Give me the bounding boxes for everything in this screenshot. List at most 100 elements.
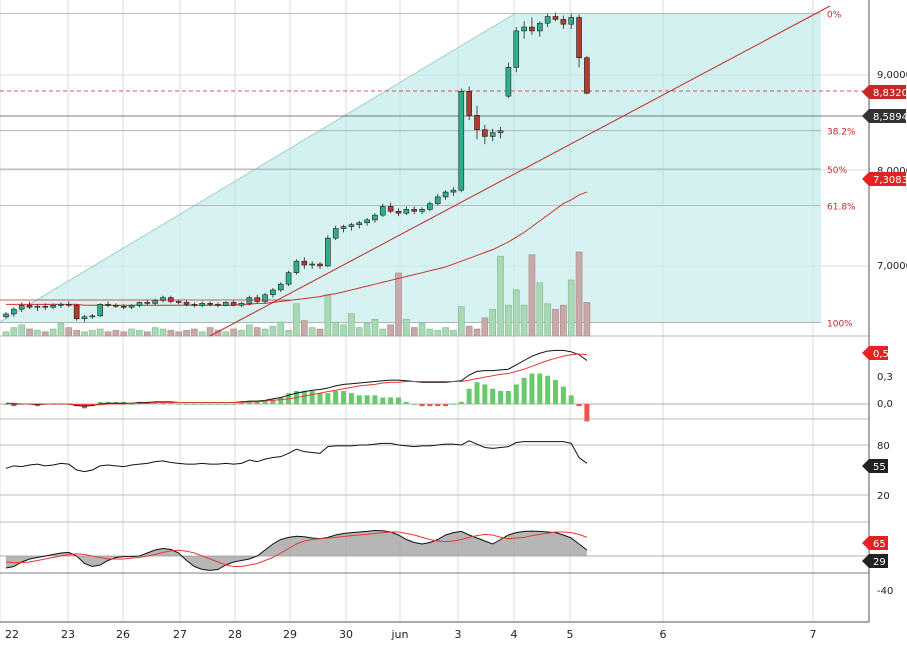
candle-body (89, 315, 96, 318)
candle-body (191, 304, 198, 306)
volume-bar (457, 306, 465, 337)
volume-bar (497, 255, 504, 337)
fibonacci-fan: 0% 38.2% 50% 61.8% 100% (0, 11, 869, 330)
macd-histogram-bar (278, 397, 284, 404)
x-axis-label: 23 (61, 628, 75, 641)
candle-body (536, 22, 543, 32)
macd-histogram-bar (529, 373, 535, 404)
macd-histogram-bar (348, 393, 354, 404)
rsi-line (5, 440, 588, 473)
volume-bar (520, 304, 528, 337)
volume-bar (371, 318, 379, 337)
fib-level-label: 50% (827, 166, 847, 176)
candle-body (238, 303, 245, 306)
macd-histogram-bar (191, 404, 197, 405)
candle-body (529, 26, 535, 32)
candle-body (552, 16, 559, 20)
x-axis-label: 28 (228, 628, 242, 641)
macd-histogram-bar (199, 404, 205, 405)
volume-bar (34, 330, 41, 337)
volume-bar (505, 304, 512, 337)
volume-bar (316, 328, 324, 337)
volume-bar (348, 313, 355, 337)
rsi-tick-label: 20 (877, 491, 890, 502)
candle-body (568, 17, 575, 25)
macd-histogram-bar (372, 395, 378, 404)
volume-bar (191, 328, 198, 337)
candle-body (325, 237, 331, 267)
candle-body (419, 209, 425, 212)
volume-bar (183, 330, 190, 337)
candle-body (73, 304, 80, 320)
x-axis-label: 4 (511, 628, 518, 641)
macd-histogram-bar (545, 375, 551, 404)
macd-histogram-bar (184, 404, 190, 405)
macd-histogram-bar (435, 404, 441, 407)
candle-body (482, 129, 488, 137)
trend-line[interactable] (0, 5, 831, 337)
x-axis-label: 7 (810, 628, 817, 641)
volume-bars (2, 251, 591, 337)
macd-histogram-bar (513, 384, 519, 404)
candle-body (340, 226, 347, 229)
volume-bar (18, 324, 26, 337)
macd-histogram-bar (584, 404, 590, 422)
volume-bar (57, 323, 65, 337)
x-axis-label: 3 (455, 628, 462, 641)
volume-bar (363, 323, 371, 337)
macd-histogram-bar (474, 382, 480, 404)
volume-bar (175, 331, 182, 337)
macd-histogram-bar (309, 390, 315, 404)
candle-body (379, 206, 386, 216)
macd-histogram-bar (443, 404, 449, 407)
candle-body (223, 302, 229, 306)
x-axis-label: jun (391, 628, 409, 641)
x-axis-label: 26 (116, 628, 130, 641)
macd-histogram-bar (490, 388, 496, 404)
macd-histogram-bar (396, 397, 401, 404)
candle-body (293, 260, 300, 273)
macd-histogram-bar (11, 404, 17, 407)
ma-price-badge: 7,3083 (862, 172, 907, 186)
candle-body (395, 210, 402, 214)
volume-bar (528, 254, 536, 337)
candle-body (434, 196, 441, 204)
volume-bar (355, 327, 363, 337)
candle-body (42, 305, 49, 308)
candle-body (254, 297, 260, 302)
volume-bar (308, 327, 316, 337)
volume-bar (222, 331, 230, 337)
volume-bar (2, 331, 10, 337)
volume-bar (583, 302, 591, 337)
candle-body (128, 304, 135, 308)
macd-histogram-bar (262, 401, 268, 404)
candle-body (427, 203, 433, 210)
x-axis-label: 29 (283, 628, 297, 641)
candle-body (136, 302, 143, 306)
candle-body (168, 297, 174, 302)
rsi-badge: 55 (862, 459, 888, 473)
macd-tick-label: 0,0 (877, 399, 893, 410)
macd-badge: 0,5 (862, 346, 889, 360)
macd-histogram-bar (215, 404, 221, 405)
volume-bar (41, 331, 49, 337)
volume-bar (73, 330, 80, 337)
fib-level-label: 100% (827, 320, 853, 330)
macd-histogram-bar (176, 404, 182, 405)
volume-bar (65, 327, 73, 337)
candle-body (199, 303, 206, 306)
volume-bar (379, 328, 387, 337)
candle-body (230, 302, 237, 306)
fib-level-label: 0% (827, 11, 842, 21)
macd-histogram-bar (427, 404, 433, 407)
candle-body (3, 313, 9, 318)
volume-bar (403, 318, 410, 337)
candle-body (450, 189, 457, 193)
volume-bar (512, 289, 520, 337)
volume-bar (230, 328, 237, 337)
